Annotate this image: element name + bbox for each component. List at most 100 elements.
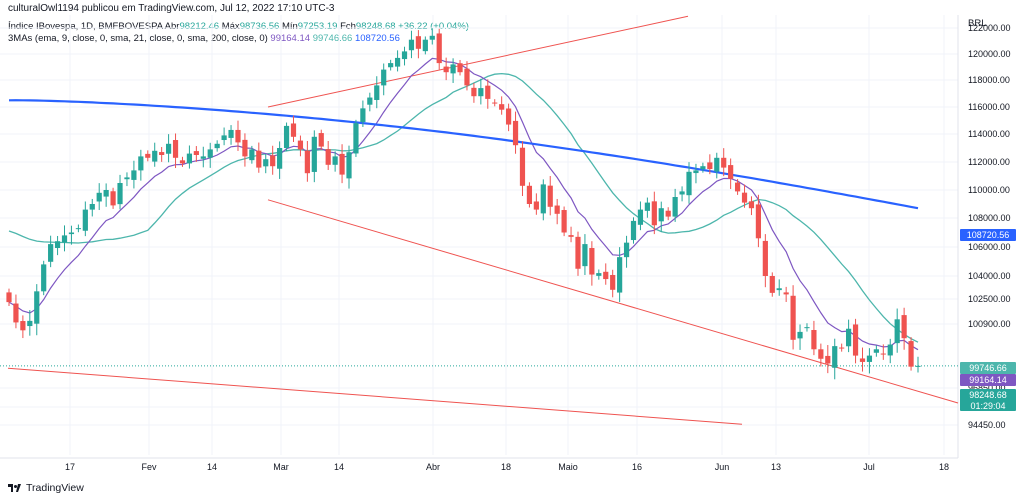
- candle: [575, 231, 581, 276]
- ema9-line: [8, 57, 919, 351]
- candle-body: [880, 353, 886, 355]
- candle: [82, 201, 88, 237]
- candle-body: [27, 320, 33, 327]
- candle: [818, 343, 824, 367]
- candle: [256, 142, 262, 173]
- candle: [429, 28, 435, 45]
- candle: [755, 194, 762, 248]
- candle-body: [623, 242, 630, 258]
- candle-body: [589, 248, 595, 275]
- candle-body: [165, 143, 172, 154]
- low-label: Mín: [281, 21, 298, 32]
- candle-body: [263, 159, 269, 167]
- candle: [89, 198, 95, 217]
- candle: [117, 174, 123, 210]
- candle-body: [235, 129, 241, 143]
- candle-body: [540, 184, 546, 214]
- candle: [852, 318, 859, 364]
- candle: [221, 127, 227, 146]
- candle: [603, 263, 609, 285]
- time-tick-label: 14: [207, 462, 217, 472]
- candle: [651, 191, 657, 235]
- candle-body: [457, 63, 463, 73]
- candle-body: [658, 208, 664, 222]
- candle: [415, 30, 421, 59]
- candle: [408, 30, 415, 59]
- candle: [457, 59, 463, 76]
- candle: [728, 158, 734, 190]
- price-label-text: 98248.68: [969, 390, 1007, 400]
- candle: [353, 119, 359, 157]
- candle-body: [783, 292, 789, 295]
- candle-body: [172, 140, 179, 158]
- candle: [436, 28, 442, 70]
- candle: [388, 59, 394, 71]
- candle-body: [693, 170, 699, 174]
- candle-body: [394, 57, 401, 67]
- candle: [589, 241, 595, 286]
- price-tick-label: 110000.00: [968, 185, 1010, 195]
- price-label-badge: [960, 229, 1016, 241]
- candle-body: [700, 166, 706, 170]
- candle: [464, 61, 470, 91]
- candle-body: [297, 140, 304, 150]
- candle: [277, 141, 283, 179]
- candle: [110, 187, 116, 209]
- candle-body: [415, 36, 421, 49]
- candle-body: [839, 347, 845, 349]
- candle: [138, 149, 144, 181]
- candle-body: [145, 153, 151, 158]
- candle: [207, 142, 213, 168]
- candle-body: [207, 149, 213, 158]
- sma21-line: [8, 72, 919, 343]
- candle-body: [894, 319, 900, 344]
- support-line: [7, 367, 743, 425]
- candle-body: [561, 210, 567, 233]
- tradingview-logo-icon: [8, 483, 22, 493]
- candle-body: [825, 355, 831, 364]
- candle-body: [686, 171, 692, 196]
- candle: [512, 111, 519, 154]
- candle: [172, 133, 179, 169]
- price-label-text: 99746.66: [969, 363, 1007, 373]
- price-label-countdown: 01:29:04: [970, 401, 1005, 411]
- candle: [832, 338, 838, 380]
- price-tick-label: 122000.00: [968, 23, 1011, 33]
- candle: [596, 269, 602, 280]
- candle-body: [471, 87, 477, 97]
- price-tick-label: 106000.00: [968, 242, 1011, 252]
- candle-body: [644, 202, 650, 211]
- candle: [568, 226, 574, 243]
- high-value: 98736.56: [239, 21, 280, 32]
- price-tick-label: 116000.00: [968, 102, 1010, 112]
- price-label-badge: [960, 374, 1016, 386]
- candle-body: [512, 120, 519, 146]
- candle: [700, 162, 706, 173]
- candle-body: [679, 191, 685, 195]
- candle-body: [714, 157, 720, 172]
- candle: [346, 145, 352, 189]
- candle: [721, 148, 727, 177]
- candle-body: [242, 139, 248, 157]
- candle-body: [637, 209, 644, 225]
- candle-body: [769, 276, 775, 293]
- candle: [526, 182, 533, 208]
- candle: [367, 92, 373, 112]
- candles: [6, 28, 921, 380]
- candle: [360, 100, 366, 127]
- candle-body: [450, 64, 456, 74]
- candle: [193, 146, 199, 162]
- candle-body: [422, 39, 428, 52]
- candle: [96, 183, 102, 211]
- change-value: +36.22 (+0.04%): [398, 21, 469, 32]
- candle: [54, 235, 61, 256]
- candle: [561, 206, 567, 237]
- candle: [325, 141, 331, 170]
- candle-body: [68, 232, 75, 235]
- candle-body: [630, 220, 637, 241]
- candle-body: [318, 133, 324, 147]
- candle-body: [6, 292, 12, 303]
- time-tick-label: Maio: [558, 462, 578, 472]
- price-label-text: 99164.14: [969, 375, 1007, 385]
